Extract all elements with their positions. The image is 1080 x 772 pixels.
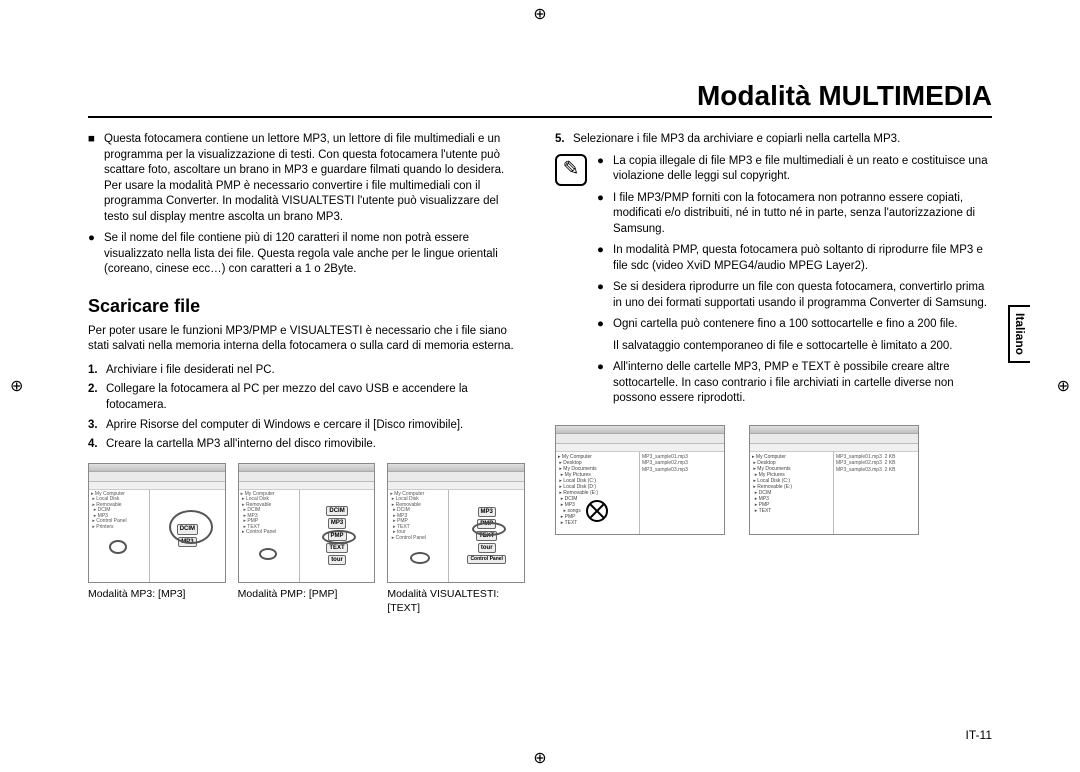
step-number: 2. — [88, 382, 106, 413]
screenshot-caption: Modalità MP3: [MP3] — [88, 587, 226, 601]
section-intro: Per poter usare le funzioni MP3/PMP e VI… — [88, 324, 525, 355]
screenshot-copy-right: ▸ My Computer ▸ Desktop ▸ My Documents ▸… — [749, 425, 919, 535]
reg-mark-bottom: ⊕ — [533, 748, 546, 768]
highlight-ring-icon — [322, 530, 356, 544]
page-content: Modalità MULTIMEDIA ■Questa fotocamera c… — [88, 80, 992, 742]
language-tab: Italiano — [1008, 305, 1030, 363]
left-column: ■Questa fotocamera contiene un lettore M… — [88, 132, 525, 615]
bullet-icon: ● — [597, 360, 613, 407]
reg-mark-left: ⊕ — [10, 376, 23, 396]
note-icon: ✎ — [555, 154, 587, 186]
highlight-ring-icon — [109, 540, 127, 554]
highlight-ring-icon — [410, 552, 430, 564]
screenshot-caption: Modalità VISUALTESTI: [TEXT] — [387, 587, 525, 615]
folder-chip: tour — [478, 543, 496, 553]
folder-chip: MP3 — [478, 507, 496, 517]
right-column: 5.Selezionare i file MP3 da archiviare e… — [555, 132, 992, 615]
step-number: 4. — [88, 437, 106, 453]
highlight-ring-icon — [169, 510, 213, 544]
step-number: 3. — [88, 418, 106, 434]
step-3: Aprire Risorse del computer di Windows e… — [106, 418, 463, 434]
screenshot-text: ▸ My Computer ▸ Local Disk ▸ Removable ▸… — [387, 463, 525, 615]
prohibited-icon — [586, 500, 608, 522]
note-4: Se si desidera riprodurre un file con qu… — [613, 280, 992, 311]
section-heading: Scaricare file — [88, 294, 525, 318]
intro-bullet-1: Questa fotocamera contiene un lettore MP… — [104, 132, 525, 225]
reg-mark-right: ⊕ — [1057, 376, 1070, 396]
bullet-icon: ● — [597, 280, 613, 311]
step-number: 5. — [555, 132, 573, 148]
bullet-icon: ● — [597, 191, 613, 238]
screenshot-pmp: ▸ My Computer ▸ Local Disk ▸ Removable ▸… — [238, 463, 376, 615]
note-5b: Il salvataggio contemporaneo di file e s… — [613, 339, 992, 355]
page-number: IT-11 — [966, 728, 992, 742]
screenshot-mp3: ▸ My Computer ▸ Local Disk ▸ Removable ▸… — [88, 463, 226, 615]
step-5: Selezionare i file MP3 da archiviare e c… — [573, 132, 900, 148]
folder-chip: MP3 — [328, 518, 346, 528]
note-5: Ogni cartella può contenere fino a 100 s… — [613, 317, 958, 333]
step-1: Archiviare i file desiderati nel PC. — [106, 363, 275, 379]
note-box: ✎ ●La copia illegale di file MP3 e file … — [555, 154, 992, 413]
intro-bullet-2: Se il nome del file contiene più di 120 … — [104, 231, 525, 278]
step-4: Creare la cartella MP3 all'interno del d… — [106, 437, 376, 453]
folder-chip: Control Panel — [467, 555, 506, 564]
bullet-icon: ● — [597, 154, 613, 185]
note-2: I file MP3/PMP forniti con la fotocamera… — [613, 191, 992, 238]
note-1: La copia illegale di file MP3 e file mul… — [613, 154, 992, 185]
note-6: All'interno delle cartelle MP3, PMP e TE… — [613, 360, 992, 407]
highlight-ring-icon — [472, 522, 506, 536]
bullet-icon: ● — [88, 231, 104, 278]
reg-mark-top: ⊕ — [533, 4, 546, 24]
bullet-icon: ● — [597, 317, 613, 333]
folder-chip: TEXT — [326, 543, 347, 553]
screenshot-copy-wrong: ▸ My Computer ▸ Desktop ▸ My Documents ▸… — [555, 425, 725, 535]
folder-chip: tour — [328, 555, 346, 565]
bullet-icon: ● — [597, 243, 613, 274]
folder-chip: DCIM — [326, 506, 347, 516]
highlight-ring-icon — [259, 548, 277, 560]
step-number: 1. — [88, 363, 106, 379]
note-3: In modalità PMP, questa fotocamera può s… — [613, 243, 992, 274]
screenshot-caption: Modalità PMP: [PMP] — [238, 587, 376, 601]
step-2: Collegare la fotocamera al PC per mezzo … — [106, 382, 525, 413]
bullet-icon: ■ — [88, 132, 104, 225]
page-title: Modalità MULTIMEDIA — [88, 80, 992, 118]
